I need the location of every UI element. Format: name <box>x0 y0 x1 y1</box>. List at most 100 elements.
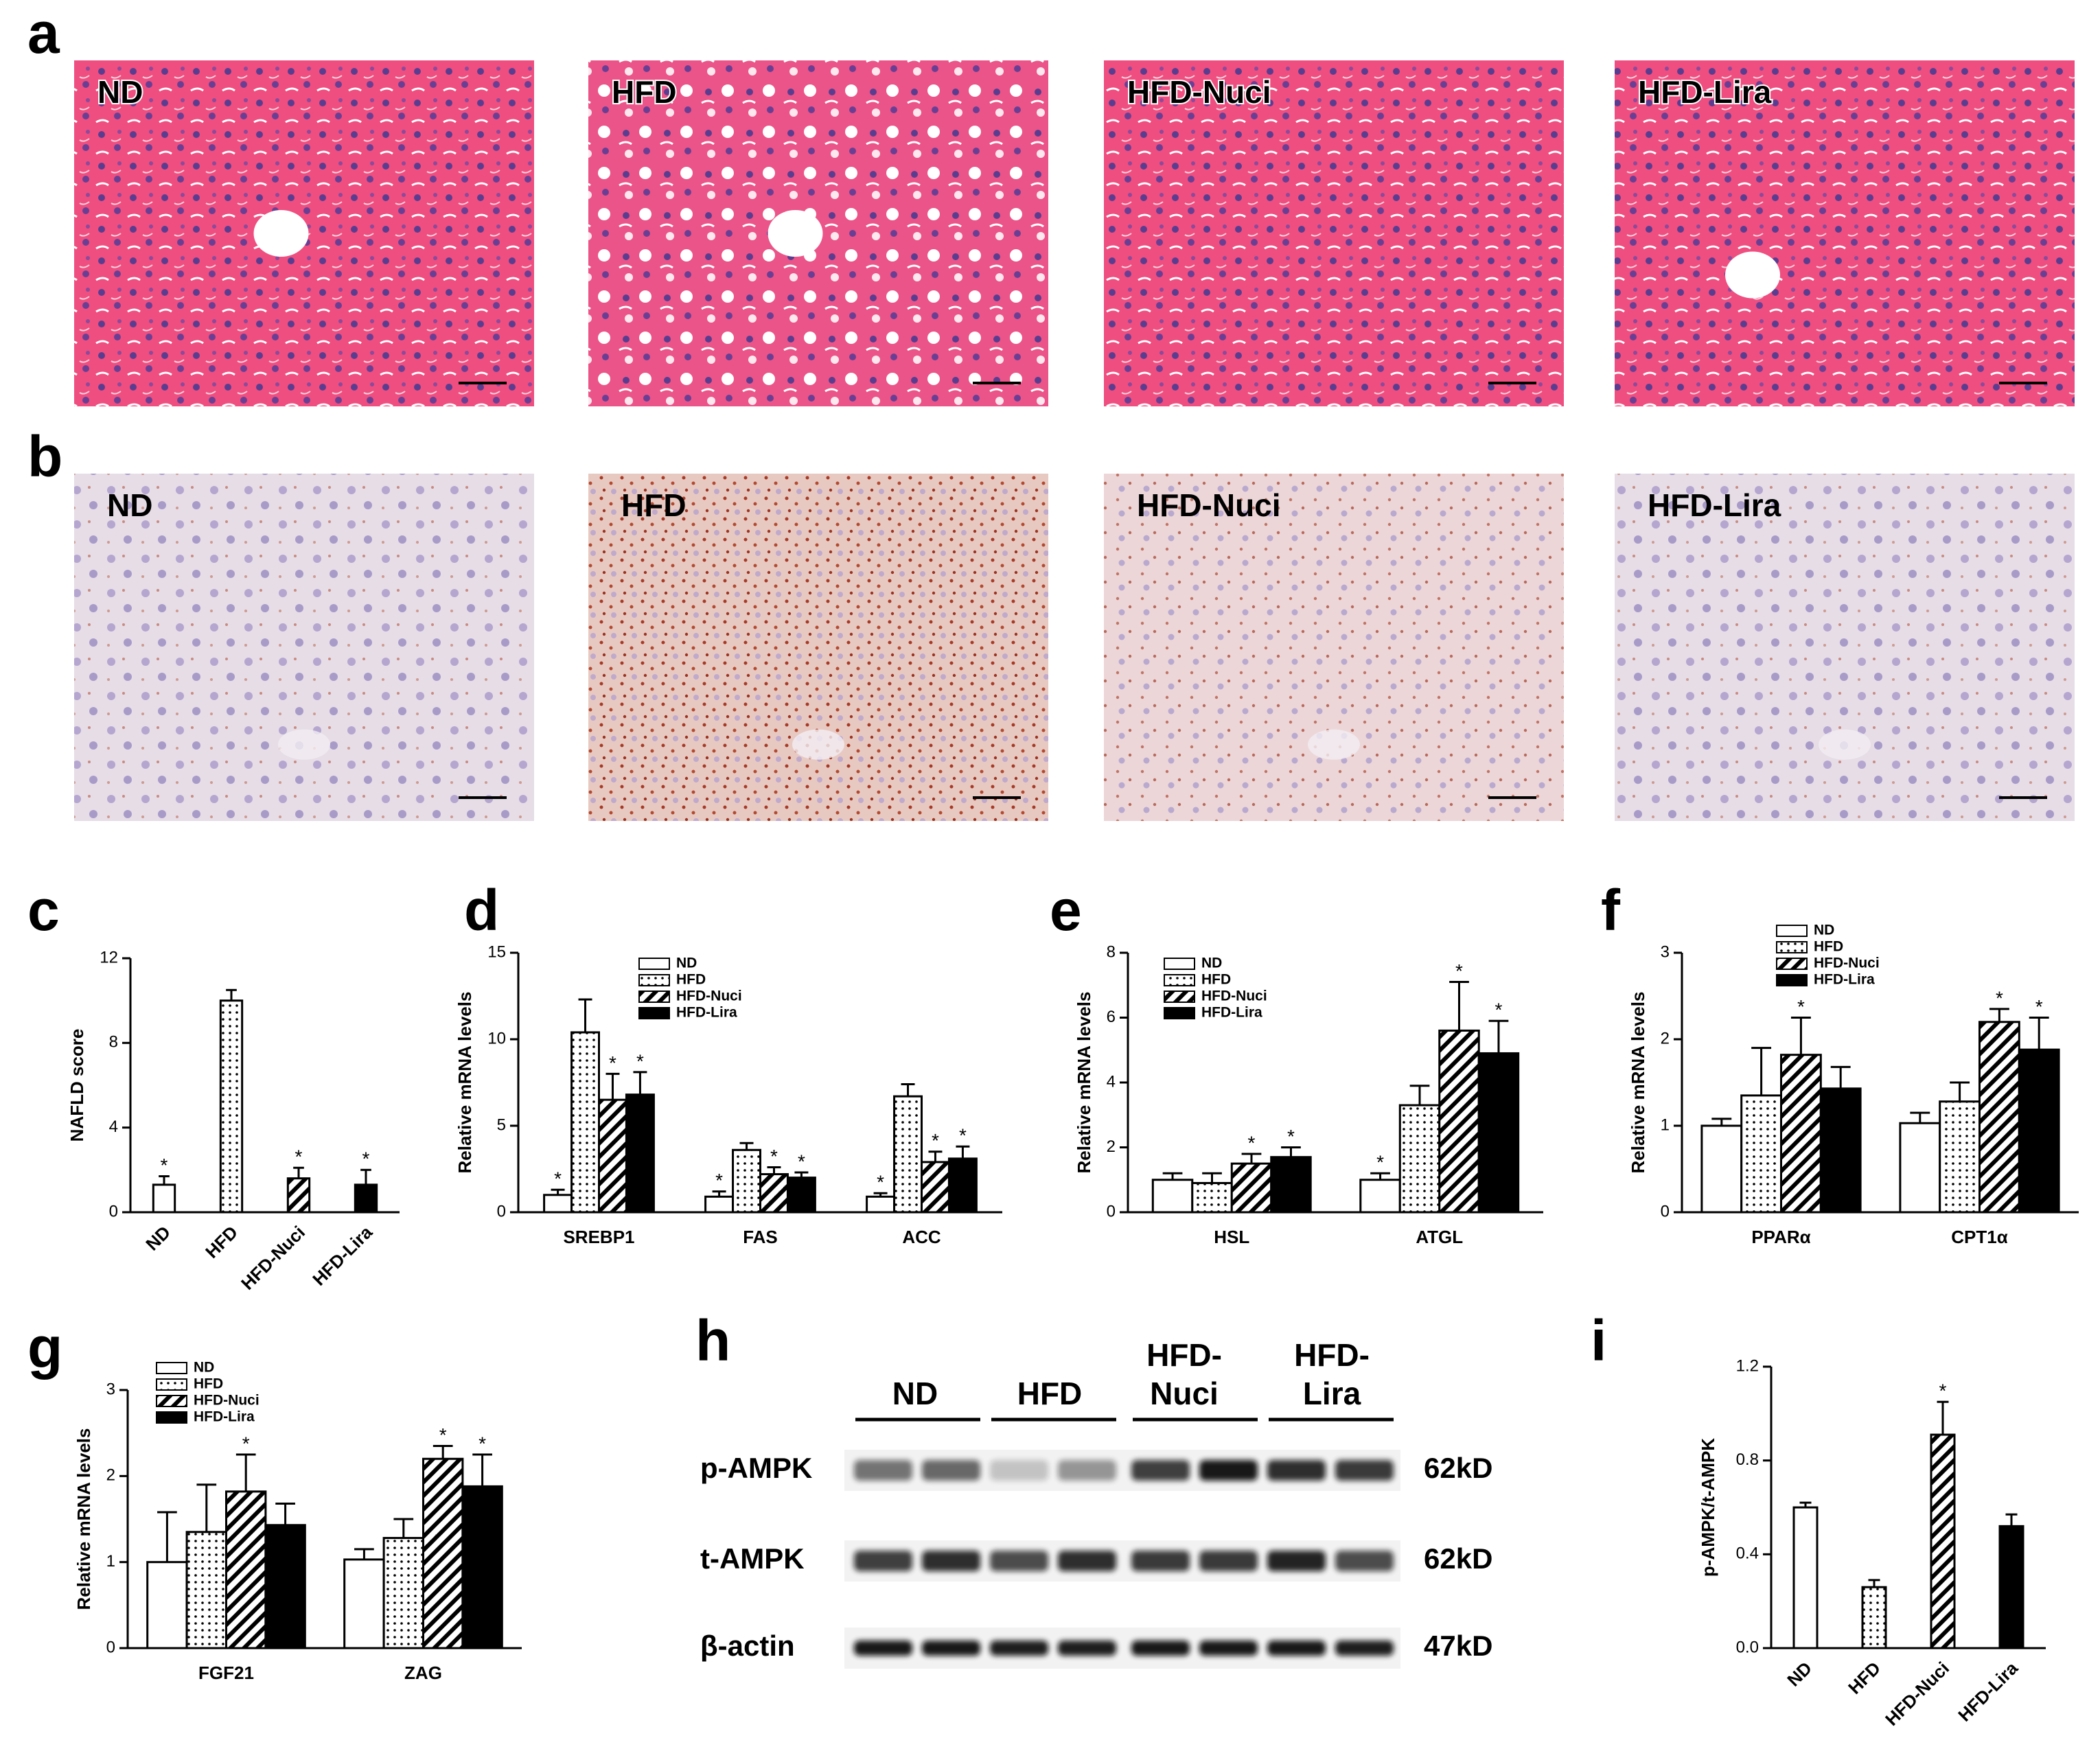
histology-image <box>1104 474 1564 821</box>
bar <box>286 1177 311 1214</box>
bar <box>1191 1181 1233 1214</box>
x-tick-label: SREBP1 <box>563 1227 634 1247</box>
legend-swatch <box>638 1007 670 1019</box>
significance-mark: * <box>715 1170 723 1191</box>
bar <box>382 1537 424 1649</box>
legend-swatch <box>1776 925 1808 937</box>
y-tick-label: 15 <box>487 942 506 961</box>
significance-mark: * <box>1797 996 1805 1017</box>
protein-label: t-AMPK <box>700 1542 805 1575</box>
x-tick-label: HFD-Nuci <box>1881 1658 1953 1730</box>
blot-band <box>922 1641 980 1656</box>
y-tick-label: 0 <box>1107 1202 1116 1220</box>
bar <box>786 1177 816 1214</box>
y-tick-label: 4 <box>1107 1072 1116 1091</box>
central-vein <box>792 729 844 760</box>
y-tick-label: 0.4 <box>1736 1544 1759 1563</box>
image-label: HFD-Lira <box>1648 487 1781 523</box>
blot-band <box>1199 1551 1258 1571</box>
y-tick-label: 0 <box>109 1202 118 1220</box>
x-tick-label: HSL <box>1214 1227 1249 1247</box>
y-axis-label: Relative mRNA levels <box>73 1428 94 1610</box>
bar <box>1477 1052 1520 1214</box>
protein-label: β-actin <box>700 1630 795 1662</box>
x-tick-label: FGF21 <box>198 1663 254 1683</box>
legend-swatch <box>1776 958 1808 970</box>
y-axis-label: Relative mRNA levels <box>1074 992 1094 1174</box>
legend-swatch <box>1776 941 1808 953</box>
x-tick-label: HFD-Lira <box>308 1222 376 1290</box>
panel-letter: c <box>27 878 60 942</box>
legend-label: ND <box>1814 923 1834 938</box>
x-tick-label: HFD-Nuci <box>237 1222 309 1294</box>
significance-mark: * <box>959 1125 967 1146</box>
panel-letter: i <box>1591 1308 1606 1373</box>
blot-band <box>1335 1460 1394 1481</box>
blot-band <box>1058 1460 1116 1481</box>
significance-mark: * <box>478 1433 486 1454</box>
bar <box>1270 1156 1312 1214</box>
group-label-line: ND <box>892 1376 938 1411</box>
bar <box>146 1561 188 1649</box>
y-tick-label: 0 <box>497 1202 506 1220</box>
bar <box>461 1485 503 1649</box>
blot-band <box>990 1641 1048 1656</box>
legend-swatch <box>1164 958 1195 970</box>
bar <box>1899 1122 1941 1214</box>
bar <box>1740 1094 1782 1214</box>
bar <box>759 1173 789 1214</box>
bar <box>921 1161 950 1214</box>
bar <box>1930 1433 1956 1649</box>
panel-letter: b <box>27 424 62 489</box>
y-tick-label: 1.2 <box>1736 1356 1759 1375</box>
significance-mark: * <box>242 1433 250 1454</box>
blot-band <box>1199 1641 1258 1656</box>
y-tick-label: 8 <box>1107 942 1116 961</box>
y-tick-label: 6 <box>1107 1008 1116 1026</box>
blot-band <box>854 1641 912 1656</box>
central-vein <box>1819 729 1871 760</box>
bar <box>543 1194 573 1214</box>
y-tick-label: 2 <box>1107 1137 1116 1156</box>
bar <box>422 1457 464 1649</box>
blot-band <box>1131 1551 1190 1571</box>
significance-mark: * <box>554 1168 562 1190</box>
blot-band <box>1335 1641 1394 1656</box>
legend-label: HFD-Lira <box>1814 972 1875 988</box>
y-tick-label: 0.0 <box>1736 1638 1759 1656</box>
bar <box>704 1195 735 1214</box>
significance-mark: * <box>161 1155 168 1176</box>
blot-band <box>922 1460 980 1481</box>
y-axis-label: NAFLD score <box>67 1029 87 1142</box>
image-label: ND <box>107 487 152 523</box>
legend-swatch <box>1776 974 1808 986</box>
image-label: HFD <box>612 74 677 110</box>
significance-mark: * <box>1495 999 1503 1021</box>
y-tick-label: 0.8 <box>1736 1450 1759 1469</box>
legend-label: ND <box>1201 956 1222 971</box>
histology-image <box>74 474 534 821</box>
bar <box>219 999 244 1214</box>
panel-letter: a <box>27 1 60 65</box>
group-label: HFD <box>1017 1376 1083 1411</box>
y-axis-label: Relative mRNA levels <box>454 992 475 1174</box>
legend-swatch <box>1164 974 1195 986</box>
legend-label: HFD <box>1201 972 1231 988</box>
blot-band <box>854 1460 912 1481</box>
group-label-line: Lira <box>1303 1376 1361 1411</box>
group-label-line: Nuci <box>1150 1376 1219 1411</box>
y-tick-label: 0 <box>106 1638 115 1656</box>
legend-label: HFD-Nuci <box>194 1393 259 1409</box>
legend-swatch <box>156 1395 187 1407</box>
significance-mark: * <box>2035 996 2043 1017</box>
x-tick-label: ND <box>1783 1658 1816 1691</box>
protein-label: p-AMPK <box>700 1452 812 1484</box>
central-vein <box>1308 729 1360 760</box>
bar <box>1230 1162 1273 1214</box>
significance-mark: * <box>439 1424 447 1446</box>
x-tick-label: HFD <box>201 1222 242 1262</box>
blot-band <box>1267 1551 1326 1571</box>
legend-label: HFD-Lira <box>676 1005 737 1021</box>
x-tick-label: HFD-Lira <box>1954 1658 2022 1726</box>
